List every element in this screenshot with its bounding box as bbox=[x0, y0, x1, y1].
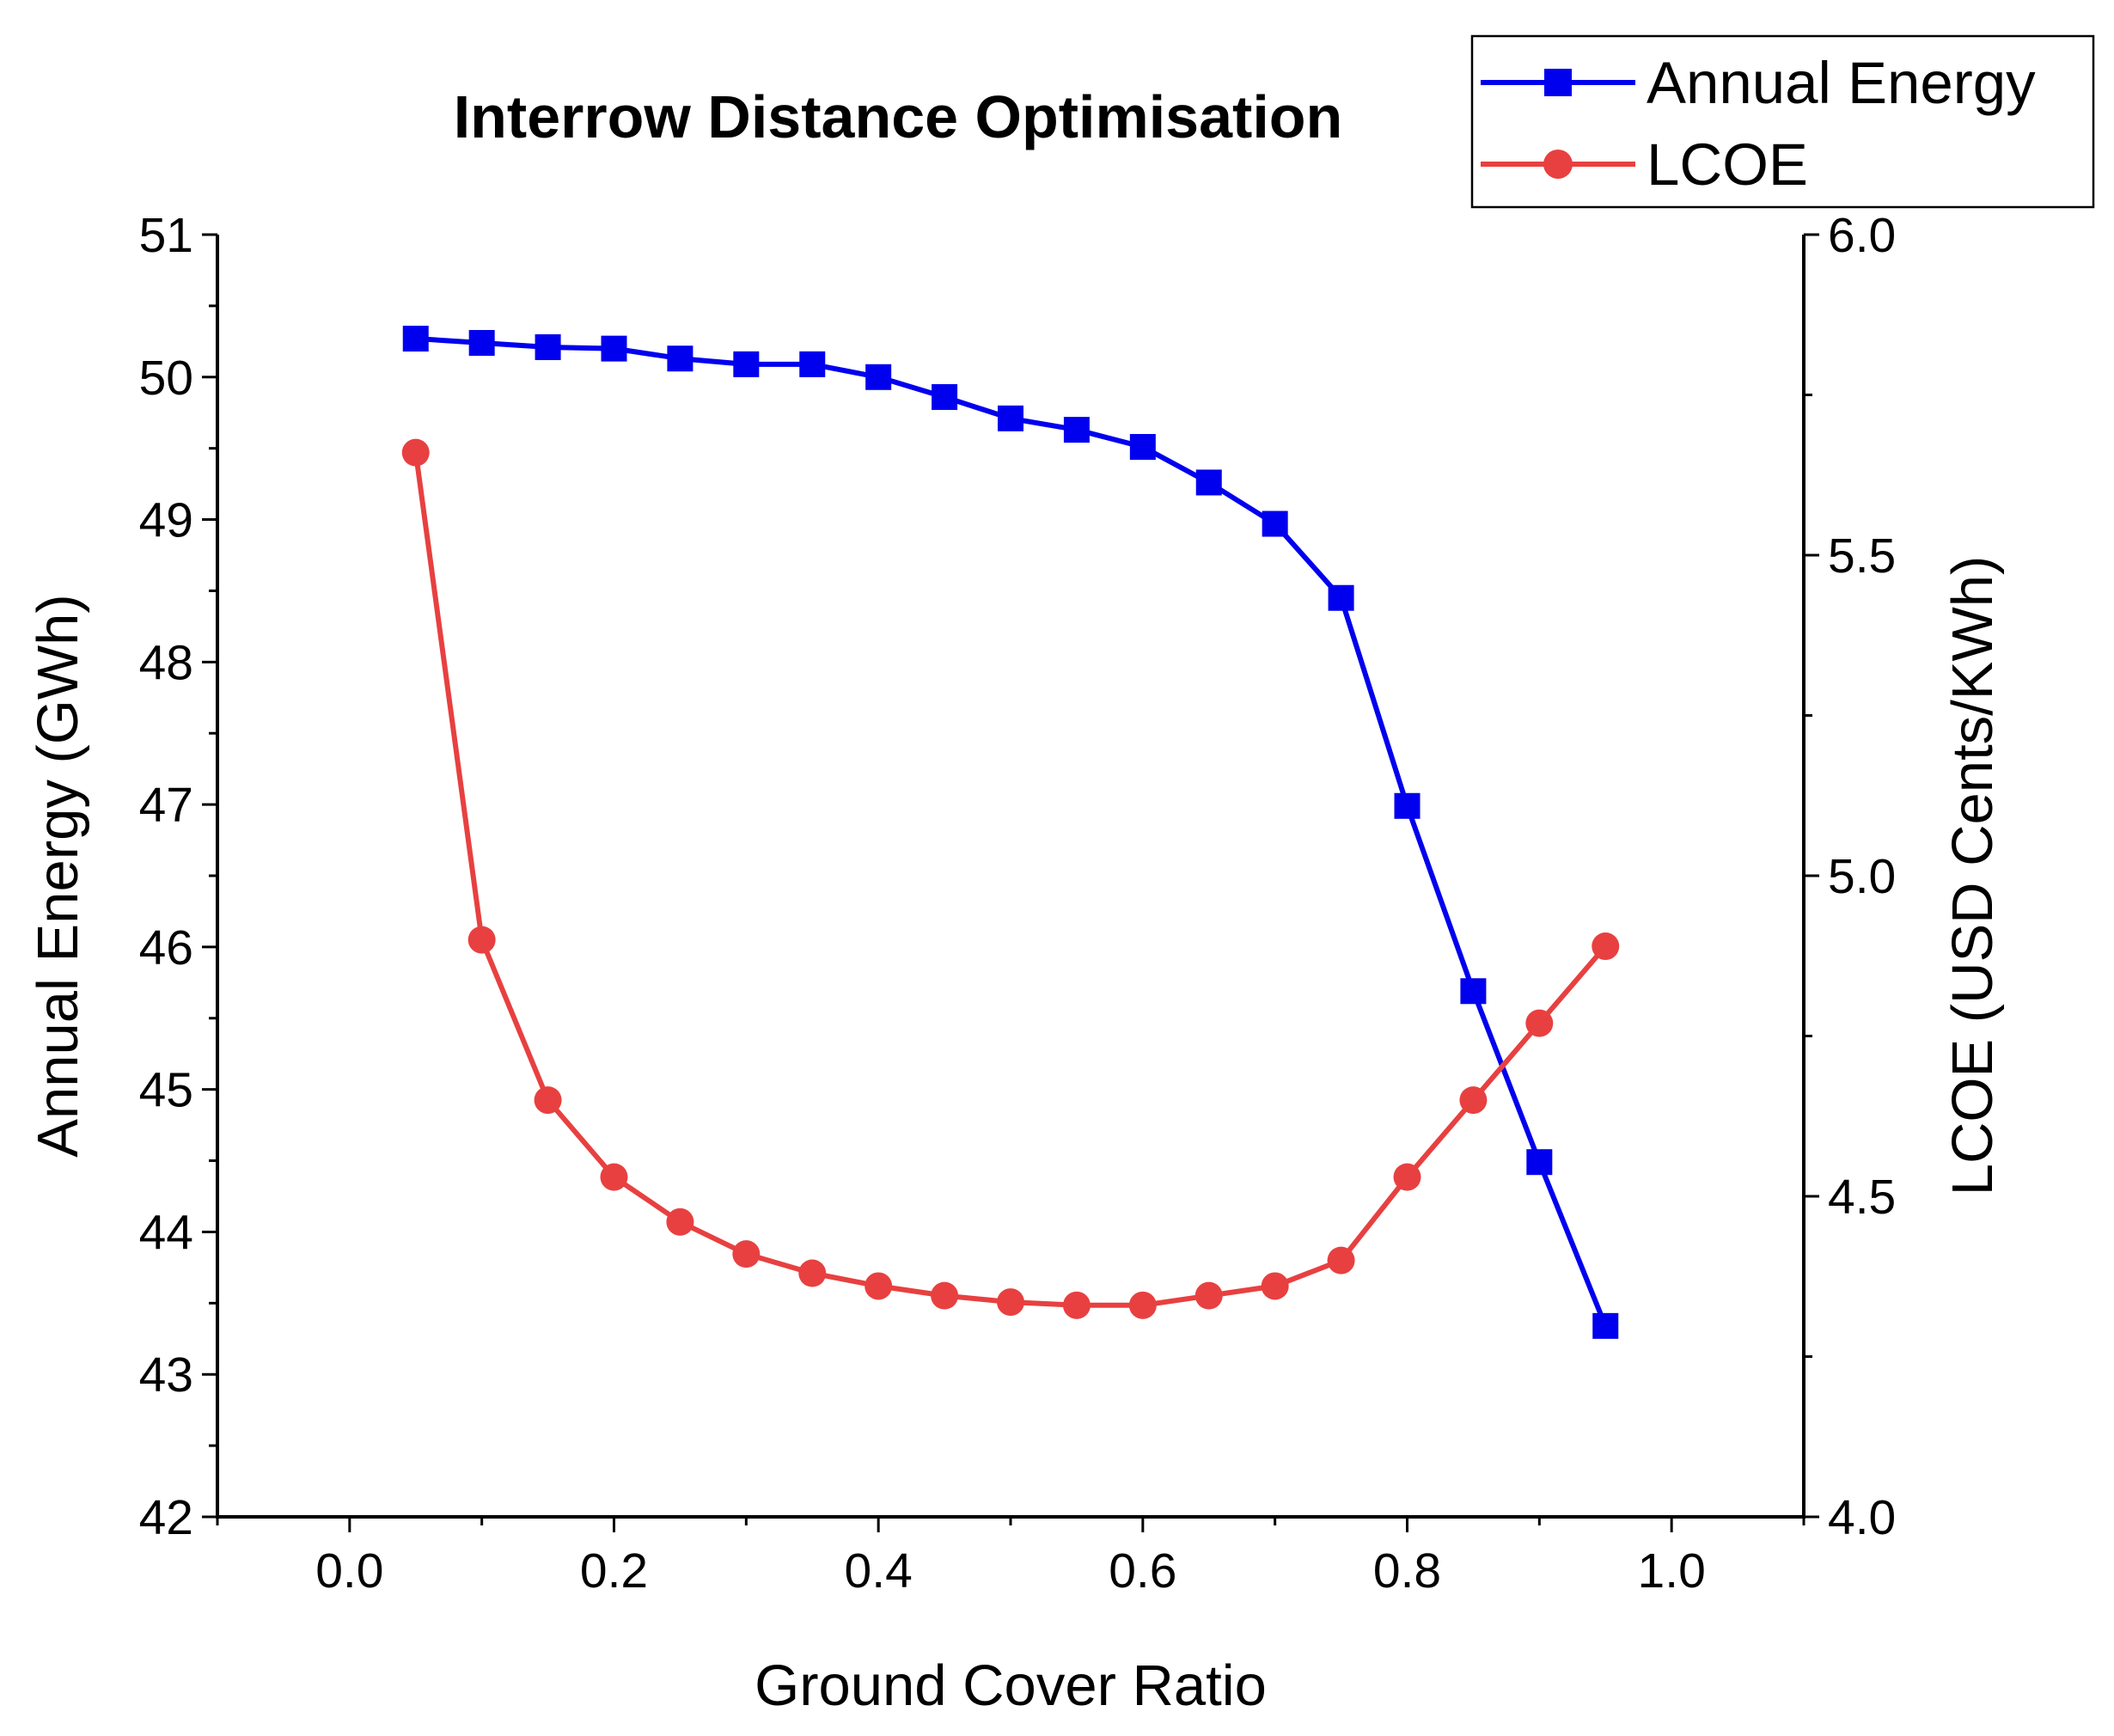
data-point-lcoe bbox=[865, 1272, 893, 1300]
data-point-annual-energy bbox=[601, 335, 627, 362]
data-point-lcoe bbox=[1194, 1281, 1223, 1310]
data-point-lcoe bbox=[666, 1207, 694, 1236]
y-tick-label: 50 bbox=[139, 351, 193, 406]
data-point-lcoe bbox=[401, 438, 430, 467]
data-point-annual-energy bbox=[998, 405, 1023, 431]
data-point-annual-energy bbox=[468, 329, 495, 356]
data-point-annual-energy bbox=[865, 364, 892, 390]
data-point-annual-energy bbox=[733, 351, 760, 377]
data-point-annual-energy bbox=[1195, 469, 1222, 496]
x-tick-label: 1.0 bbox=[1638, 1543, 1706, 1598]
y-tick-label: 45 bbox=[139, 1063, 193, 1118]
ticks: 0.0 0.2 0.4 0.6 0.8 1.0 42 43 44 45 46 47 48 49 50 51 4.… bbox=[139, 208, 1897, 1598]
legend-label-lcoe: LCOE bbox=[1647, 131, 1808, 198]
data-point-annual-energy bbox=[1526, 1149, 1553, 1176]
data-point-lcoe bbox=[1525, 1009, 1554, 1037]
data-point-lcoe bbox=[600, 1163, 628, 1191]
data-point-lcoe bbox=[1459, 1086, 1488, 1115]
y-tick-label: 48 bbox=[139, 635, 193, 690]
series-line-annual-energy bbox=[415, 336, 1608, 1328]
y2-tick-label: 5.5 bbox=[1828, 529, 1896, 584]
data-point-annual-energy bbox=[1592, 1312, 1619, 1339]
data-point-annual-energy bbox=[667, 345, 693, 372]
data-point-lcoe bbox=[1128, 1291, 1157, 1319]
x-axis-label: Ground Cover Ratio bbox=[755, 1653, 1267, 1718]
legend-label-annual-energy: Annual Energy bbox=[1647, 50, 2036, 116]
x-tick-label: 0.0 bbox=[315, 1543, 383, 1598]
x-tick-label: 0.6 bbox=[1109, 1543, 1176, 1598]
data-point-annual-energy bbox=[1129, 434, 1156, 461]
y-tick-label: 42 bbox=[139, 1490, 193, 1545]
y2-axis-label: LCOE (USD Cents/KWh) bbox=[1940, 556, 2005, 1196]
legend-marker-annual-energy bbox=[1544, 69, 1572, 96]
legend-box bbox=[1470, 34, 2095, 209]
data-point-lcoe bbox=[732, 1240, 761, 1268]
data-point-lcoe bbox=[798, 1259, 827, 1287]
data-point-annual-energy bbox=[1328, 584, 1354, 611]
data-point-annual-energy bbox=[535, 333, 561, 360]
y-tick-label: 44 bbox=[139, 1205, 193, 1260]
y2-tick-label: 6.0 bbox=[1828, 208, 1896, 263]
data-point-lcoe bbox=[1393, 1163, 1421, 1191]
series-markers bbox=[401, 326, 1620, 1339]
x-tick-label: 0.2 bbox=[580, 1543, 648, 1598]
data-point-annual-energy bbox=[932, 383, 958, 410]
data-point-lcoe bbox=[1062, 1291, 1091, 1319]
series-line-lcoe bbox=[412, 452, 1608, 1308]
data-point-lcoe bbox=[1592, 932, 1620, 961]
y-tick-label: 43 bbox=[139, 1348, 193, 1403]
y-tick-label: 51 bbox=[139, 208, 193, 263]
y-tick-label: 46 bbox=[139, 920, 193, 975]
x-tick-label: 0.8 bbox=[1373, 1543, 1441, 1598]
data-point-lcoe bbox=[1261, 1272, 1289, 1300]
data-point-annual-energy bbox=[1262, 510, 1288, 537]
x-tick-label: 0.4 bbox=[845, 1543, 913, 1598]
data-point-lcoe bbox=[534, 1086, 562, 1115]
data-point-annual-energy bbox=[1460, 978, 1487, 1005]
chart-title: Interrow Distance Optimisation bbox=[454, 83, 1343, 150]
legend-marker-lcoe bbox=[1543, 150, 1573, 179]
data-point-annual-energy bbox=[1063, 417, 1090, 443]
y2-tick-label: 5.0 bbox=[1828, 849, 1896, 904]
y2-tick-label: 4.0 bbox=[1828, 1490, 1896, 1545]
legend: Annual Energy LCOE bbox=[1470, 34, 2095, 209]
data-point-lcoe bbox=[931, 1281, 959, 1310]
y-tick-label: 47 bbox=[139, 778, 193, 833]
y2-tick-label: 4.5 bbox=[1828, 1170, 1896, 1225]
y-axis-label: Annual Energy (GWh) bbox=[26, 594, 90, 1157]
data-point-annual-energy bbox=[1394, 792, 1421, 819]
data-point-lcoe bbox=[997, 1288, 1024, 1317]
data-point-annual-energy bbox=[799, 351, 826, 377]
y-tick-label: 49 bbox=[139, 493, 193, 548]
series-lines bbox=[412, 336, 1608, 1328]
data-point-lcoe bbox=[1327, 1246, 1355, 1274]
data-point-lcoe bbox=[467, 926, 496, 954]
data-point-annual-energy bbox=[402, 326, 429, 352]
